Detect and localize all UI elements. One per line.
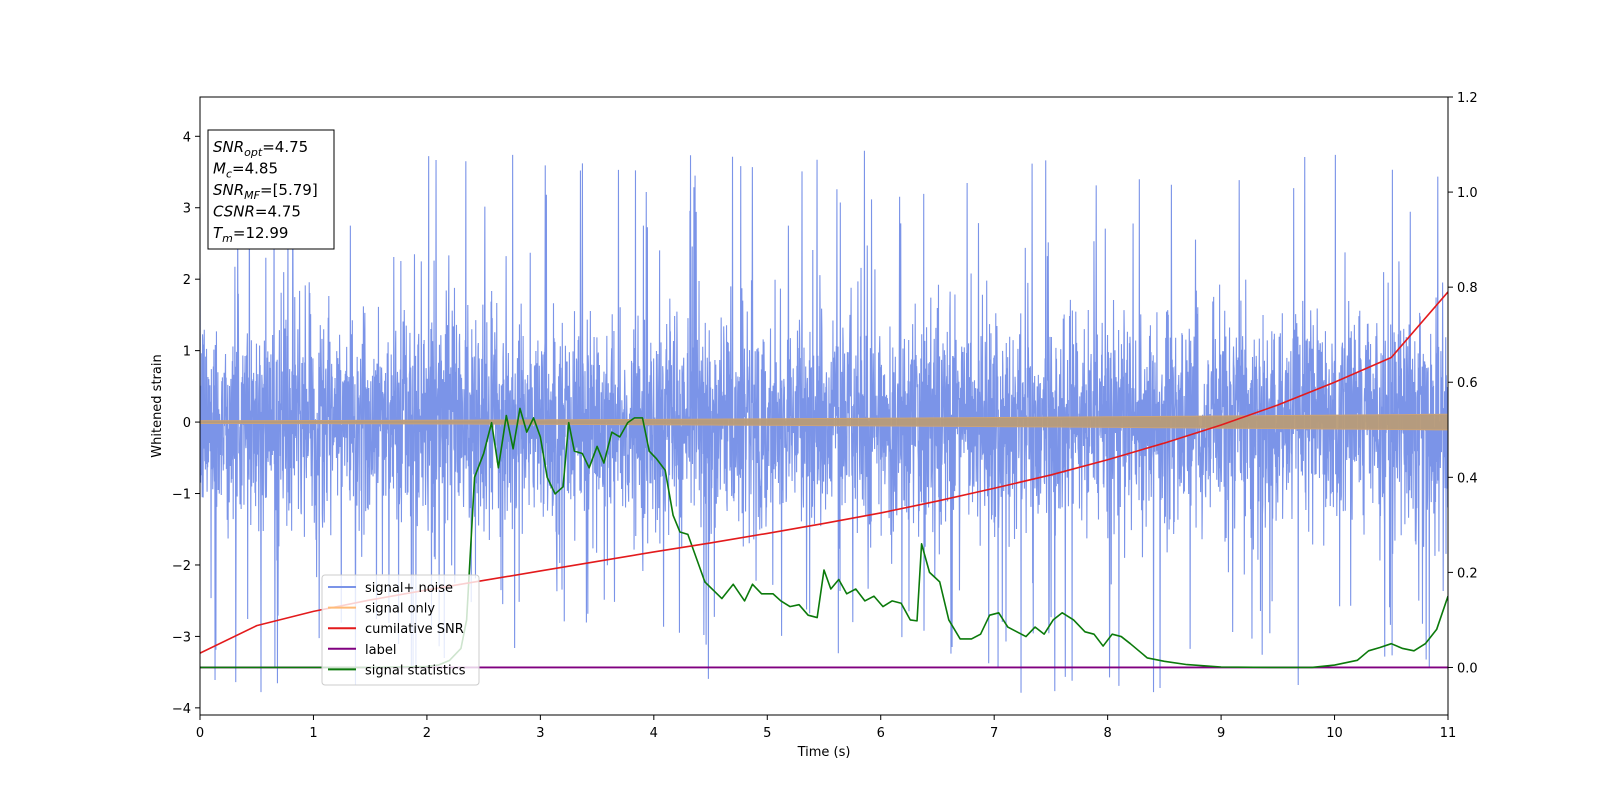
x-tick-label: 2 xyxy=(423,726,431,741)
axes: 0 1 2 3 4 5 6 7 8 9 10 1143210−1−2−3−41.21.00.80.60… xyxy=(172,91,1478,741)
legend: signal+ noise signal only cumilative SNR la… xyxy=(321,574,480,686)
axes-frame xyxy=(199,96,1449,716)
x-tick-label: 9 xyxy=(1217,726,1225,741)
legend-label: label xyxy=(365,643,396,658)
series-signal-only xyxy=(200,413,1448,431)
annotation-line: SNRMF=[5.79] xyxy=(213,181,318,202)
y2-tick-label: 0.2 xyxy=(1457,566,1478,581)
x-tick-label: 0 xyxy=(196,726,204,741)
x-tick-label: 8 xyxy=(1103,726,1111,741)
y2-tick-label: 0.4 xyxy=(1457,471,1478,486)
y-tick-label: −3 xyxy=(172,630,191,645)
x-tick-label: 3 xyxy=(536,726,544,741)
x-tick-label: 7 xyxy=(990,726,998,741)
y-tick-label: 4 xyxy=(183,130,191,145)
y-tick-label: −2 xyxy=(172,559,191,574)
annotation-line: Mc=4.85 xyxy=(213,160,278,181)
plot-area xyxy=(200,150,1448,693)
annotation-box-frame xyxy=(207,129,335,250)
x-tick-label: 1 xyxy=(309,726,317,741)
x-axis-title: Time (s) xyxy=(797,745,851,760)
x-tick-label: 6 xyxy=(877,726,885,741)
series-signal-statistics xyxy=(200,407,1448,669)
y2-tick-label: 0.6 xyxy=(1457,376,1478,391)
y-tick-label: −4 xyxy=(172,702,191,717)
y2-tick-label: 0.0 xyxy=(1457,661,1478,676)
series-signal-noise xyxy=(200,150,1448,693)
y-tick-label: −1 xyxy=(172,488,191,503)
x-tick-label: 5 xyxy=(763,726,771,741)
y-axis-title: Whitened strain xyxy=(150,354,165,457)
legend-label: signal statistics xyxy=(365,663,466,678)
x-tick-label: 10 xyxy=(1326,726,1343,741)
legend-label: cumilative SNR xyxy=(365,622,464,637)
legend-label: signal+ noise xyxy=(365,581,453,596)
annotation-line: CSNR=4.75 xyxy=(213,203,301,221)
y2-tick-label: 0.8 xyxy=(1457,281,1478,296)
y-tick-label: 1 xyxy=(183,345,191,360)
legend-label: signal only xyxy=(365,602,435,617)
y-tick-label: 0 xyxy=(183,416,191,431)
y2-tick-label: 1.2 xyxy=(1457,91,1478,106)
annotation-line: SNRopt=4.75 xyxy=(213,138,308,159)
x-tick-label: 11 xyxy=(1440,726,1457,741)
y2-tick-label: 1.0 xyxy=(1457,186,1478,201)
x-tick-label: 4 xyxy=(650,726,658,741)
y-tick-label: 2 xyxy=(183,273,191,288)
annotation-line: Tm=12.99 xyxy=(213,224,288,245)
y-tick-label: 3 xyxy=(183,202,191,217)
legend-frame xyxy=(321,574,480,686)
